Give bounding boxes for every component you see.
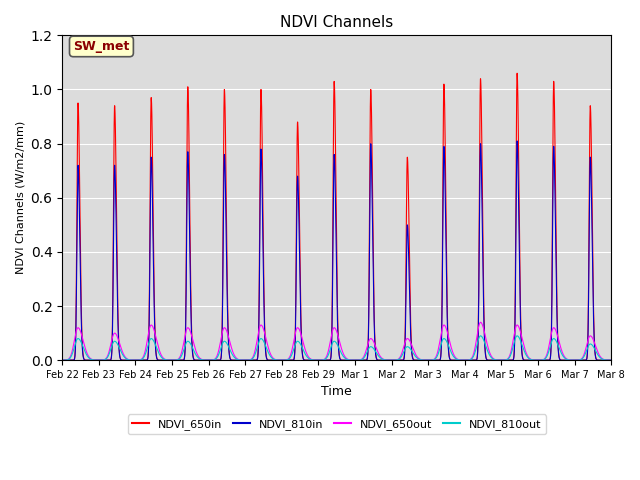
NDVI_650out: [490, 356, 498, 362]
NDVI_650in: [58, 357, 66, 363]
X-axis label: Time: Time: [321, 385, 352, 398]
NDVI_810in: [264, 357, 271, 363]
NDVI_650in: [176, 357, 184, 363]
NDVI_810in: [176, 357, 184, 363]
NDVI_810out: [607, 357, 615, 363]
Text: SW_met: SW_met: [73, 40, 130, 53]
Line: NDVI_650out: NDVI_650out: [62, 322, 611, 360]
NDVI_810in: [605, 357, 613, 363]
NDVI_810out: [176, 356, 184, 361]
NDVI_810in: [413, 357, 420, 363]
NDVI_650in: [490, 357, 498, 363]
NDVI_810in: [513, 138, 521, 144]
NDVI_810out: [490, 357, 498, 362]
NDVI_650in: [170, 357, 178, 363]
Line: NDVI_810out: NDVI_810out: [62, 336, 611, 360]
NDVI_810in: [58, 357, 66, 363]
NDVI_650out: [58, 357, 66, 363]
NDVI_810out: [413, 355, 420, 360]
NDVI_810in: [490, 357, 498, 363]
Line: NDVI_810in: NDVI_810in: [62, 141, 611, 360]
NDVI_650out: [170, 357, 178, 363]
NDVI_650in: [264, 357, 271, 363]
NDVI_810out: [605, 357, 613, 363]
NDVI_650out: [413, 353, 420, 359]
NDVI_650out: [605, 357, 613, 363]
NDVI_810out: [58, 357, 66, 363]
NDVI_650out: [264, 343, 271, 348]
NDVI_810in: [170, 357, 178, 363]
NDVI_810in: [607, 357, 615, 363]
Title: NDVI Channels: NDVI Channels: [280, 15, 394, 30]
NDVI_650out: [176, 355, 184, 360]
NDVI_810out: [513, 333, 521, 339]
Legend: NDVI_650in, NDVI_810in, NDVI_650out, NDVI_810out: NDVI_650in, NDVI_810in, NDVI_650out, NDV…: [127, 415, 546, 434]
NDVI_810out: [170, 357, 178, 363]
NDVI_650out: [477, 319, 484, 325]
NDVI_650in: [605, 357, 613, 363]
Y-axis label: NDVI Channels (W/m2/mm): NDVI Channels (W/m2/mm): [15, 121, 25, 275]
NDVI_650in: [413, 357, 420, 363]
NDVI_810out: [264, 348, 271, 354]
NDVI_650in: [513, 71, 521, 76]
NDVI_650out: [607, 357, 615, 363]
NDVI_650in: [607, 357, 615, 363]
Line: NDVI_650in: NDVI_650in: [62, 73, 611, 360]
